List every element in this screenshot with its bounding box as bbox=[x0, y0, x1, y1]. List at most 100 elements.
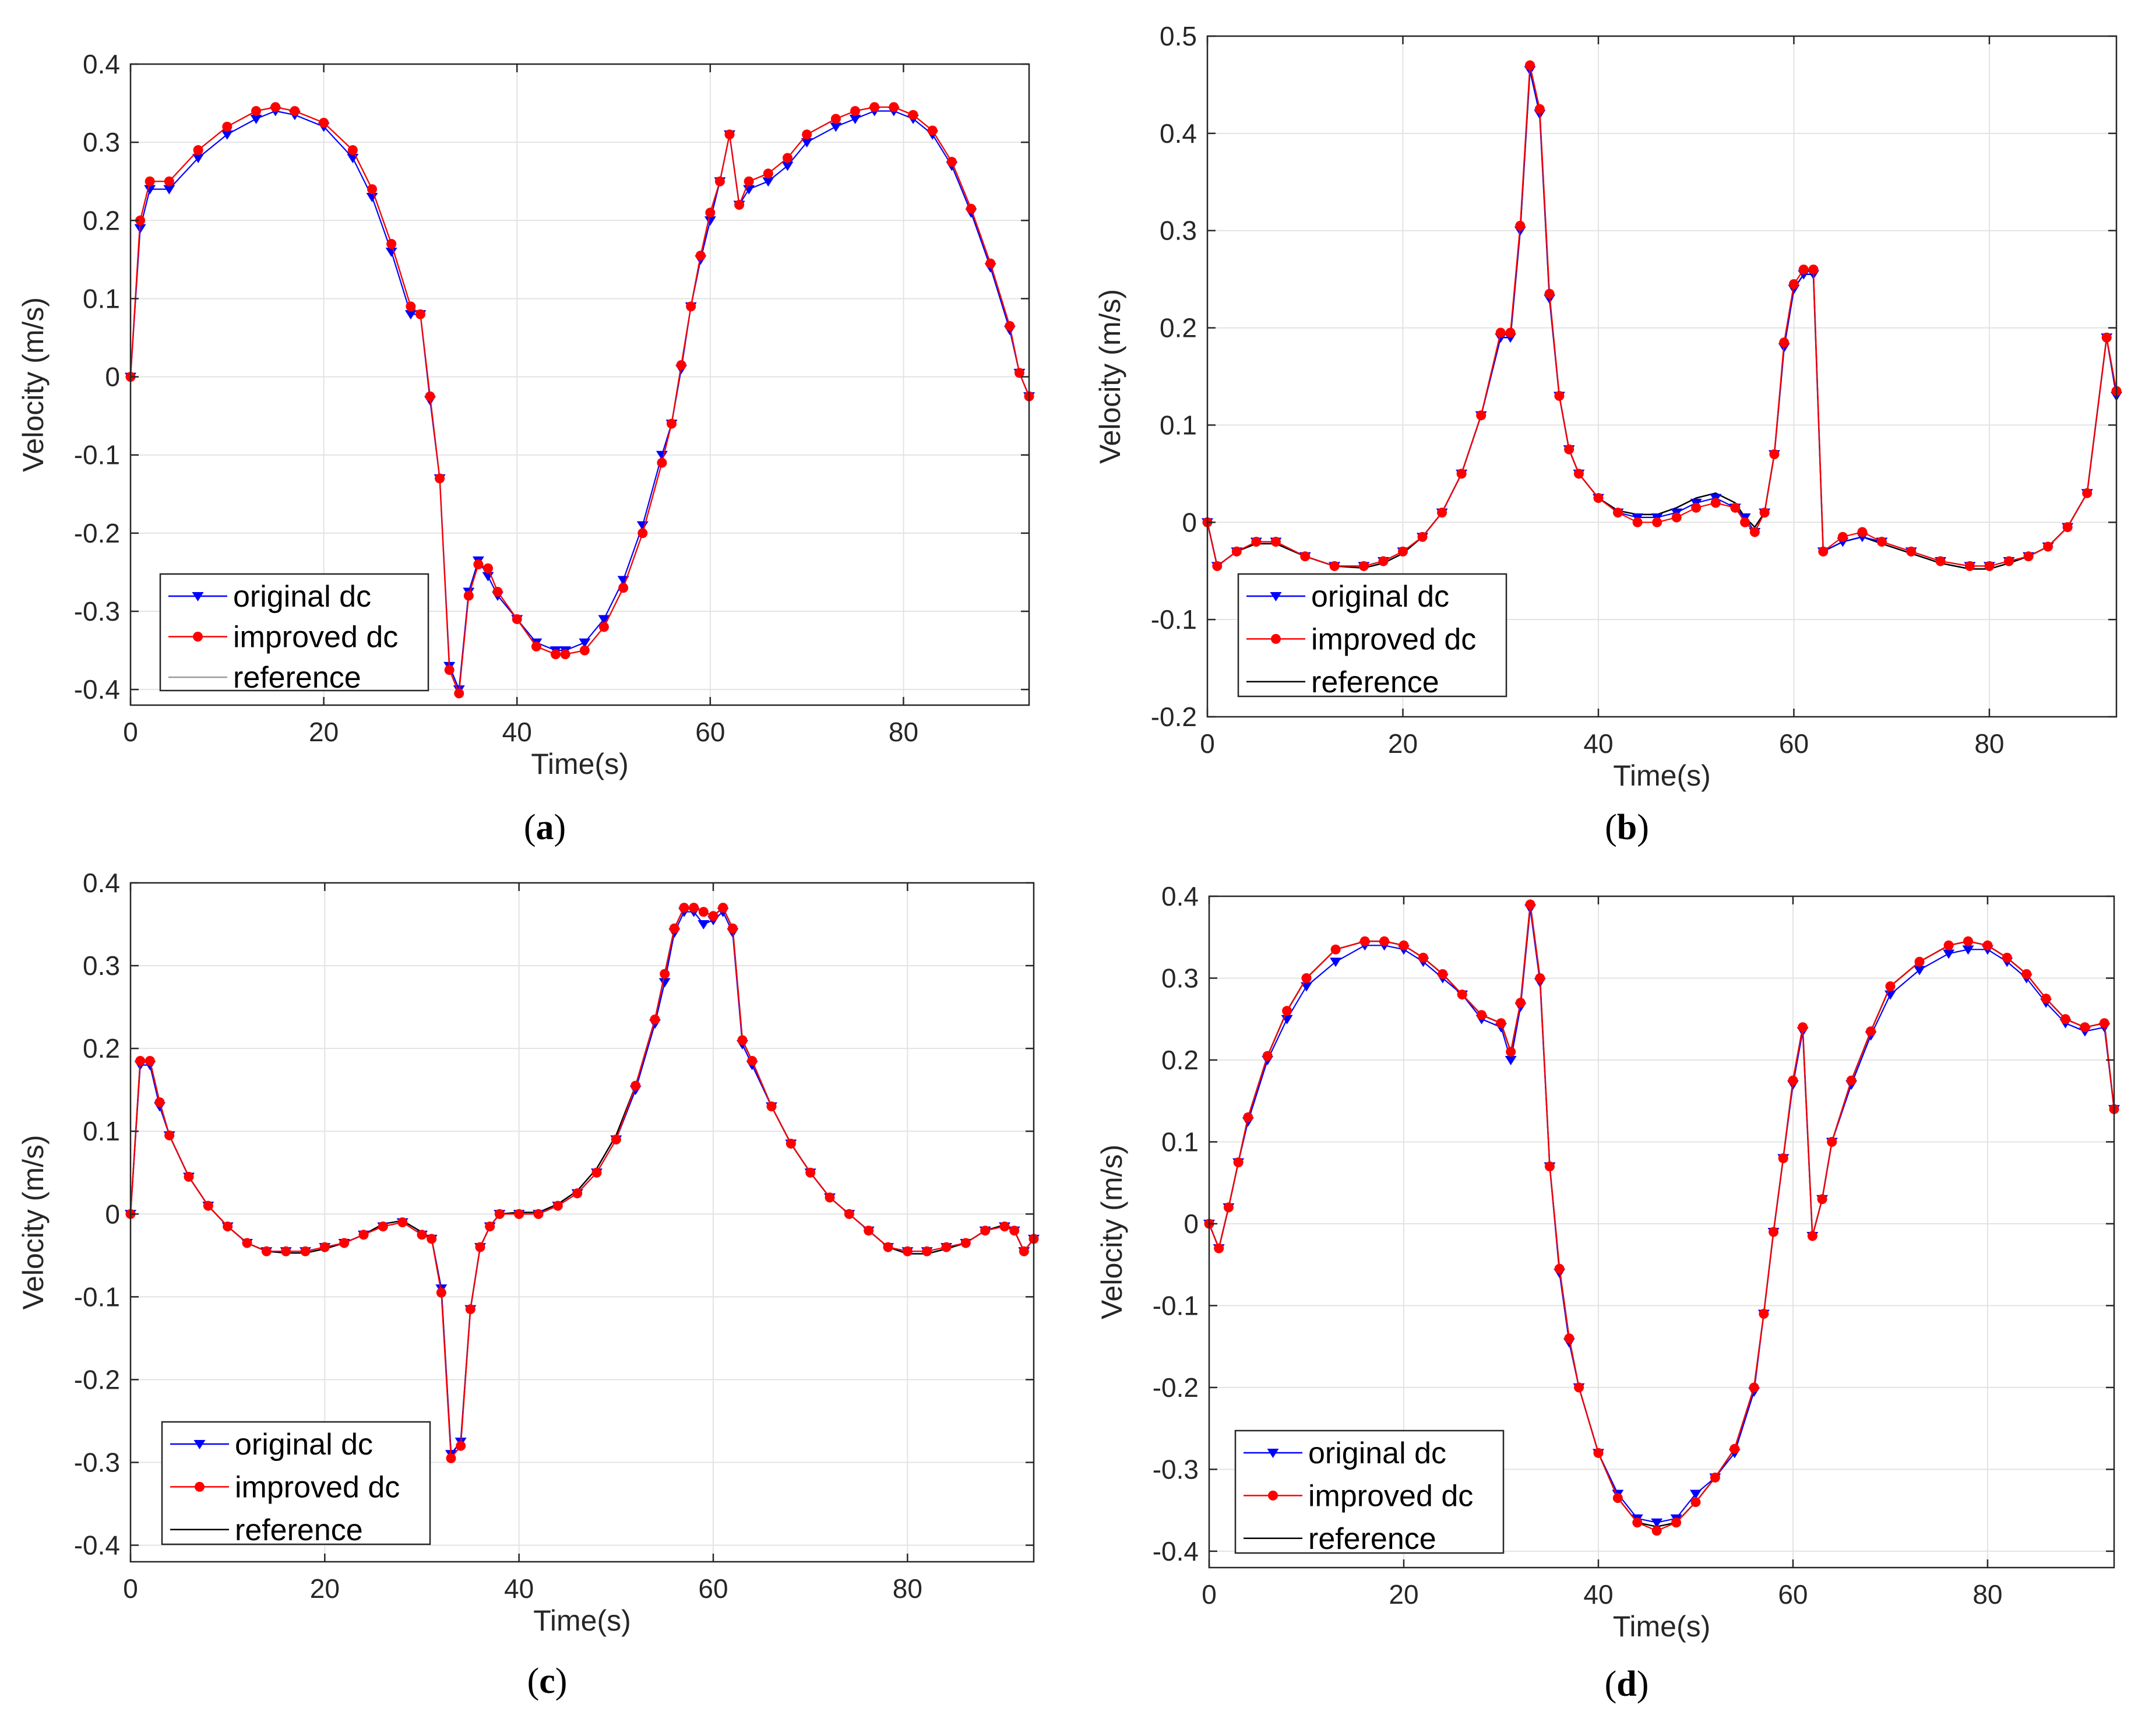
marker-improved-dc-31 bbox=[611, 1134, 621, 1145]
y-tick-label: 0.5 bbox=[1160, 21, 1197, 51]
marker-improved-dc-legend bbox=[1271, 633, 1281, 644]
marker-original-dc-46 bbox=[1943, 949, 1955, 959]
x-tick-label: 0 bbox=[1200, 728, 1215, 759]
marker-improved-dc-52 bbox=[985, 258, 996, 269]
marker-improved-dc-41 bbox=[1857, 527, 1868, 537]
marker-original-dc-legend bbox=[1267, 1449, 1279, 1458]
legend: original dc improved dc reference bbox=[1237, 573, 1507, 699]
marker-improved-dc-16 bbox=[397, 1217, 408, 1227]
series-improved-dc bbox=[1202, 60, 2122, 571]
marker-improved-dc-19 bbox=[436, 1287, 446, 1298]
marker-improved-dc-38 bbox=[1798, 1022, 1808, 1033]
marker-improved-dc-34 bbox=[1759, 1308, 1769, 1319]
marker-improved-dc-15 bbox=[1505, 328, 1516, 338]
x-axis-label: Time(s) bbox=[531, 748, 629, 780]
panel-label: (d) bbox=[1605, 1664, 1649, 1704]
marker-improved-dc-51 bbox=[2041, 994, 2051, 1004]
x-axis-label: Time(s) bbox=[1613, 1610, 1711, 1643]
marker-improved-dc-20 bbox=[1554, 390, 1565, 401]
marker-improved-dc-22 bbox=[1573, 469, 1584, 479]
marker-original-dc-45 bbox=[849, 114, 861, 124]
marker-improved-dc-32 bbox=[1730, 1443, 1740, 1454]
marker-improved-dc-27 bbox=[1671, 512, 1682, 523]
marker-improved-dc-1 bbox=[1212, 561, 1223, 571]
y-tick-label: -0.1 bbox=[74, 1281, 120, 1312]
marker-improved-dc-15 bbox=[1477, 1010, 1487, 1020]
marker-improved-dc-54 bbox=[960, 1238, 971, 1248]
marker-improved-dc-51 bbox=[902, 1246, 913, 1256]
marker-improved-dc-52 bbox=[2101, 332, 2112, 343]
marker-original-dc-8 bbox=[1330, 957, 1342, 967]
y-tick-label: 0.2 bbox=[83, 205, 120, 235]
marker-improved-dc-4 bbox=[1270, 537, 1281, 547]
marker-improved-dc-49 bbox=[864, 1226, 874, 1236]
marker-improved-dc-57 bbox=[1009, 1226, 1020, 1236]
marker-improved-dc-23 bbox=[475, 1242, 485, 1252]
marker-improved-dc-30 bbox=[637, 528, 648, 538]
marker-improved-dc-35 bbox=[669, 923, 679, 934]
x-tick-label: 60 bbox=[1779, 728, 1809, 759]
marker-improved-dc-36 bbox=[1788, 279, 1799, 289]
x-tick-label: 20 bbox=[1388, 728, 1418, 759]
marker-original-dc-41 bbox=[762, 177, 774, 187]
legend-box bbox=[1237, 573, 1507, 698]
marker-improved-dc-42 bbox=[737, 1035, 748, 1045]
marker-improved-dc-52 bbox=[2060, 1014, 2071, 1024]
x-tick-label: 40 bbox=[502, 717, 532, 747]
marker-improved-dc-53 bbox=[941, 1242, 952, 1252]
marker-improved-dc-26 bbox=[514, 1209, 524, 1219]
marker-improved-dc-44 bbox=[766, 1101, 777, 1112]
marker-improved-dc-14 bbox=[415, 309, 425, 319]
marker-improved-dc-16 bbox=[435, 473, 445, 484]
marker-original-dc-28 bbox=[598, 615, 610, 625]
y-tick-label: -0.3 bbox=[1153, 1454, 1199, 1484]
marker-improved-dc-54 bbox=[2099, 1018, 2109, 1029]
marker-improved-dc-31 bbox=[657, 457, 667, 468]
legend-label-reference: reference bbox=[1308, 1522, 1436, 1556]
y-tick-label: -0.2 bbox=[74, 1364, 120, 1395]
marker-improved-dc-26 bbox=[1652, 517, 1662, 527]
panel-label: (c) bbox=[527, 1661, 568, 1701]
y-tick-label: 0.2 bbox=[83, 1033, 120, 1064]
marker-improved-dc-2 bbox=[1223, 1202, 1234, 1213]
marker-original-dc-12 bbox=[385, 247, 397, 257]
marker-improved-dc-42 bbox=[782, 153, 792, 163]
marker-improved-dc-34 bbox=[660, 969, 670, 979]
marker-improved-dc-29 bbox=[1710, 498, 1721, 508]
marker-improved-dc-44 bbox=[1935, 556, 1946, 566]
marker-original-dc-3 bbox=[163, 185, 175, 195]
marker-improved-dc-40 bbox=[744, 176, 754, 186]
marker-improved-dc-35 bbox=[695, 251, 706, 261]
y-tick-label: 0.1 bbox=[83, 1116, 120, 1146]
y-tick-label: 0 bbox=[105, 362, 120, 392]
marker-improved-dc-50 bbox=[2062, 522, 2073, 533]
marker-improved-dc-2 bbox=[145, 176, 155, 186]
marker-improved-dc-45 bbox=[850, 105, 861, 116]
marker-improved-dc-35 bbox=[1769, 1227, 1779, 1237]
marker-improved-dc-9 bbox=[319, 118, 329, 128]
marker-improved-dc-43 bbox=[1906, 546, 1917, 557]
y-tick-label: 0.3 bbox=[83, 950, 120, 981]
marker-improved-dc-40 bbox=[1817, 1194, 1827, 1205]
legend-label-reference: reference bbox=[233, 661, 361, 695]
marker-improved-dc-13 bbox=[339, 1238, 350, 1248]
marker-improved-dc-40 bbox=[718, 903, 728, 913]
x-tick-label: 80 bbox=[893, 1573, 922, 1604]
marker-improved-dc-1 bbox=[135, 1055, 146, 1066]
marker-improved-dc-37 bbox=[1798, 264, 1809, 274]
marker-improved-dc-45 bbox=[1914, 956, 1925, 967]
marker-improved-dc-3 bbox=[1251, 537, 1262, 547]
y-tick-label: -0.2 bbox=[1153, 1372, 1199, 1403]
x-tick-label: 40 bbox=[1583, 1579, 1613, 1610]
legend-label-original-dc: original dc bbox=[233, 580, 371, 614]
marker-improved-dc-13 bbox=[1438, 969, 1448, 979]
marker-improved-dc-13 bbox=[1476, 410, 1487, 421]
marker-improved-dc-55 bbox=[980, 1226, 991, 1236]
marker-improved-dc-34 bbox=[1769, 449, 1780, 459]
marker-improved-dc-43 bbox=[1866, 1026, 1876, 1037]
y-tick-label: -0.3 bbox=[74, 1448, 120, 1478]
marker-improved-dc-14 bbox=[358, 1230, 369, 1240]
y-tick-label: 0 bbox=[1182, 507, 1197, 537]
marker-improved-dc-8 bbox=[1378, 556, 1389, 566]
marker-improved-dc-24 bbox=[1574, 1382, 1584, 1393]
